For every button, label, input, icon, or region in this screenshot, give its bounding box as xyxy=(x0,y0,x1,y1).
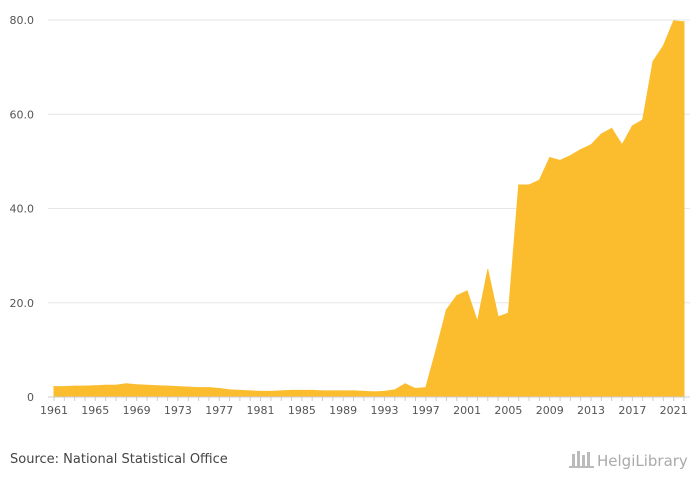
data-point xyxy=(435,349,437,351)
data-point xyxy=(662,45,664,47)
data-point xyxy=(321,390,324,392)
y-tick-label: 40.0 xyxy=(10,203,35,216)
data-point xyxy=(569,155,571,157)
data-point xyxy=(476,321,479,323)
data-point xyxy=(549,157,551,159)
data-point xyxy=(228,389,231,391)
data-point xyxy=(673,20,675,22)
data-point xyxy=(115,384,117,386)
data-point xyxy=(197,386,200,389)
x-tick-label: 1981 xyxy=(247,404,275,417)
data-point xyxy=(94,385,96,387)
data-point xyxy=(167,385,169,387)
data-point xyxy=(600,133,602,135)
data-point xyxy=(125,383,127,385)
data-point xyxy=(383,390,386,392)
data-point xyxy=(590,144,592,146)
data-point xyxy=(249,390,251,392)
data-point xyxy=(580,148,582,151)
y-axis-labels: 0 20.0 40.0 60.0 80.0 xyxy=(10,14,35,404)
x-tick-label: 2005 xyxy=(494,404,522,417)
data-point xyxy=(611,127,613,129)
data-point xyxy=(507,312,510,314)
library-icon xyxy=(569,451,594,468)
data-point xyxy=(332,390,334,392)
data-point xyxy=(456,295,458,297)
x-tick-label: 1997 xyxy=(412,404,440,417)
y-tick-label: 0 xyxy=(27,391,34,404)
data-point xyxy=(487,269,489,271)
data-point xyxy=(528,184,530,186)
data-point xyxy=(53,386,55,388)
data-point xyxy=(84,385,86,387)
data-point xyxy=(290,389,293,392)
x-tick-label: 1989 xyxy=(329,404,357,417)
data-point xyxy=(466,290,468,292)
y-tick-label: 20.0 xyxy=(10,297,35,310)
x-tick-label: 2017 xyxy=(618,404,646,417)
data-point xyxy=(518,184,520,186)
x-tick-label: 1965 xyxy=(81,404,109,417)
data-point xyxy=(177,386,179,388)
data-point xyxy=(156,385,158,387)
area-series xyxy=(53,20,685,398)
data-point xyxy=(280,390,282,392)
logo-text: HelgiLibrary xyxy=(597,452,688,470)
data-point xyxy=(63,386,65,388)
data-point xyxy=(414,387,417,390)
data-point xyxy=(105,384,107,386)
x-tick-label: 1977 xyxy=(205,404,233,417)
data-point xyxy=(136,384,138,386)
x-tick-label: 2001 xyxy=(453,404,481,417)
data-point xyxy=(621,144,623,146)
x-tick-label: 2021 xyxy=(660,404,688,417)
data-point xyxy=(394,389,396,391)
data-point xyxy=(497,316,499,318)
y-tick-label: 60.0 xyxy=(10,108,35,121)
data-point xyxy=(683,21,685,23)
data-point xyxy=(342,390,344,392)
x-tick-label: 1993 xyxy=(370,404,398,417)
data-point xyxy=(445,309,448,311)
data-point xyxy=(208,386,210,389)
data-point xyxy=(363,390,365,392)
data-point xyxy=(74,385,76,387)
x-tick-label: 1969 xyxy=(123,404,151,417)
helgi-library-logo: HelgiLibrary xyxy=(569,451,688,470)
data-point xyxy=(559,159,561,162)
x-tick-label: 1985 xyxy=(288,404,316,417)
x-tick-label: 2009 xyxy=(536,404,564,417)
x-tick-label: 2013 xyxy=(577,404,605,417)
x-tick-label: 1973 xyxy=(164,404,192,417)
data-point xyxy=(146,384,148,386)
source-note: Source: National Statistical Office xyxy=(10,452,228,467)
data-point xyxy=(642,119,644,121)
data-point xyxy=(373,391,375,393)
data-point xyxy=(270,390,272,392)
data-point xyxy=(187,386,189,388)
data-point xyxy=(352,390,355,392)
data-point xyxy=(259,390,262,392)
data-point xyxy=(652,60,654,63)
data-point xyxy=(239,389,241,392)
data-point xyxy=(218,387,220,390)
data-point xyxy=(425,386,427,389)
data-point xyxy=(301,389,303,392)
data-point xyxy=(538,179,541,181)
data-point xyxy=(404,383,406,385)
x-axis-labels: 1961 1965 1969 1973 1977 1981 1985 1989 1993 1997… xyxy=(40,397,688,417)
x-tick-label: 1961 xyxy=(40,404,68,417)
data-point xyxy=(631,125,633,127)
data-point xyxy=(311,389,313,392)
y-tick-label: 80.0 xyxy=(10,14,35,27)
